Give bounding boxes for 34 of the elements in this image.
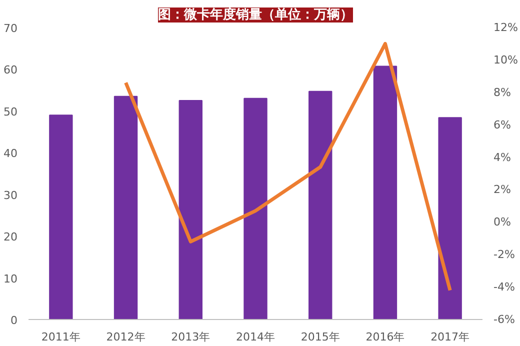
y-tick-label: 40 xyxy=(4,147,18,160)
x-tick-label: 2017年 xyxy=(430,330,470,344)
bar xyxy=(244,98,268,320)
x-tick-label: 2013年 xyxy=(171,330,210,344)
y-tick-label: 0 xyxy=(10,314,18,327)
y2-tick-label: 6% xyxy=(494,118,511,132)
y2-tick-label: 4% xyxy=(494,150,511,164)
bar xyxy=(373,66,398,320)
bar xyxy=(178,100,202,320)
x-tick-label: 2016年 xyxy=(366,330,405,344)
bar xyxy=(49,114,73,320)
y-tick-label: 60 xyxy=(4,64,18,77)
y2-tick-label: -6% xyxy=(494,313,515,326)
bar xyxy=(438,117,462,320)
y2-tick-label: 10% xyxy=(494,53,518,66)
x-tick-label: 2015年 xyxy=(300,330,340,344)
y2-tick-label: -4% xyxy=(494,280,515,294)
y2-tick-label: 2% xyxy=(494,183,511,196)
y2-tick-label: 0% xyxy=(494,216,511,229)
y-tick-label: 20 xyxy=(4,230,18,244)
bar xyxy=(308,90,332,320)
y-tick-label: 70 xyxy=(4,22,18,35)
line-series xyxy=(124,42,452,292)
chart-title: 图：微卡年度销量（单位：万辆） xyxy=(158,6,353,22)
x-tick-label: 2014年 xyxy=(236,330,276,344)
y2-tick-label: -2% xyxy=(494,248,515,262)
y-tick-label: 50 xyxy=(4,105,18,118)
y-tick-label: 10 xyxy=(4,272,18,286)
bar xyxy=(114,96,138,320)
y-tick-label: 30 xyxy=(4,188,18,202)
y2-tick-label: 12% xyxy=(494,21,518,34)
x-tick-label: 2011年 xyxy=(41,330,80,344)
y2-tick-label: 8% xyxy=(494,86,511,99)
x-tick-label: 2012年 xyxy=(106,330,146,344)
